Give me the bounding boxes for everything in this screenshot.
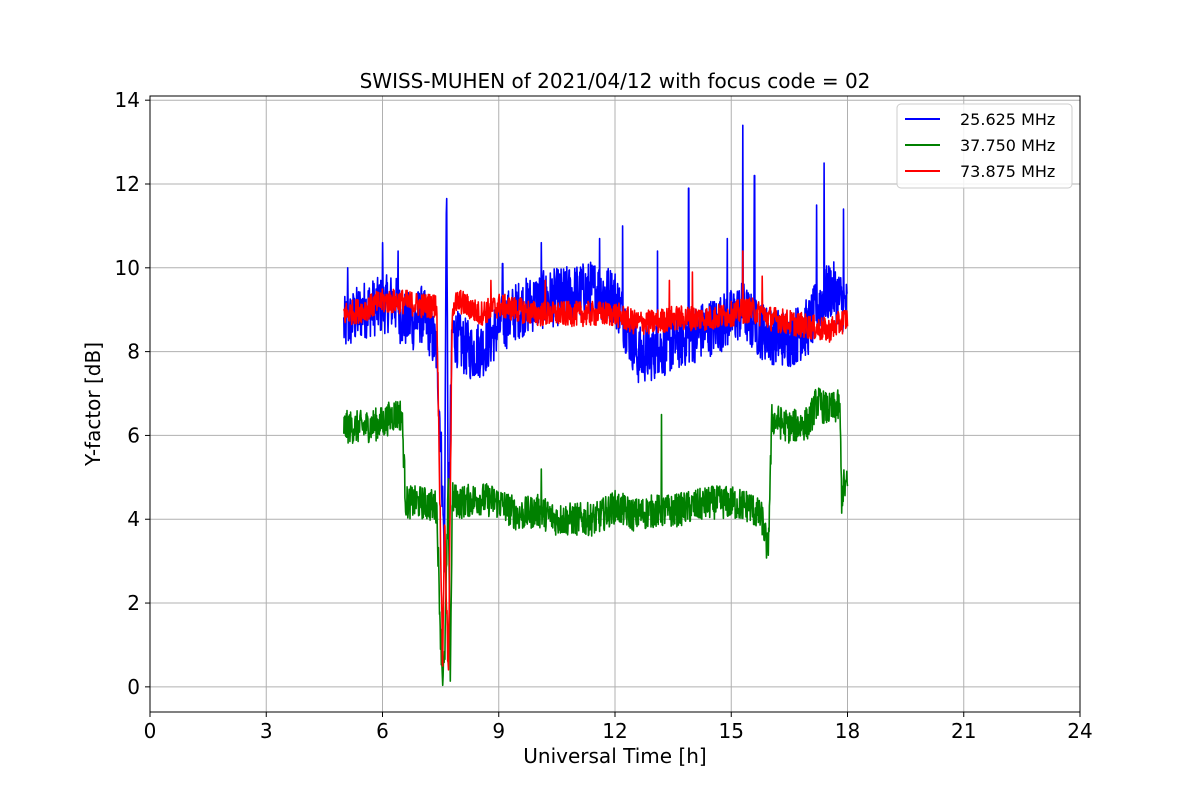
x-tick-label: 9: [492, 719, 505, 743]
legend: 25.625 MHz 37.750 MHz 73.875 MHz: [896, 103, 1073, 189]
y-tick-label: 0: [127, 675, 140, 699]
x-tick-label: 0: [144, 719, 157, 743]
x-tick-label: 6: [376, 719, 389, 743]
y-tick-label: 12: [115, 172, 140, 196]
series-layer: [343, 124, 849, 687]
legend-label-3: 73.875 MHz: [960, 162, 1055, 181]
legend-label-2: 37.750 MHz: [960, 136, 1055, 155]
grid-lines: [149, 96, 1081, 712]
x-axis: 0 3 6 9 12 15 18 21 24: [144, 712, 1093, 743]
x-tick-label: 24: [1067, 719, 1092, 743]
x-tick-label: 21: [951, 719, 976, 743]
series-line-2: [343, 387, 849, 687]
y-axis-label: Y-factor [dB]: [81, 342, 105, 467]
legend-label-1: 25.625 MHz: [960, 110, 1055, 129]
y-tick-label: 14: [115, 88, 140, 112]
series-line-3: [343, 250, 849, 671]
x-axis-label: Universal Time [h]: [523, 744, 706, 768]
chart-title: SWISS-MUHEN of 2021/04/12 with focus cod…: [360, 69, 871, 93]
y-axis: 0 2 4 6 8 10 12 14: [115, 88, 150, 699]
y-tick-label: 6: [127, 423, 140, 447]
y-tick-label: 10: [115, 256, 140, 280]
y-tick-label: 8: [127, 340, 140, 364]
x-tick-label: 12: [602, 719, 627, 743]
x-tick-label: 15: [719, 719, 744, 743]
x-tick-label: 3: [260, 719, 273, 743]
y-tick-label: 4: [127, 507, 140, 531]
x-tick-label: 18: [835, 719, 860, 743]
y-tick-label: 2: [127, 591, 140, 615]
legend-box: [896, 103, 1073, 189]
